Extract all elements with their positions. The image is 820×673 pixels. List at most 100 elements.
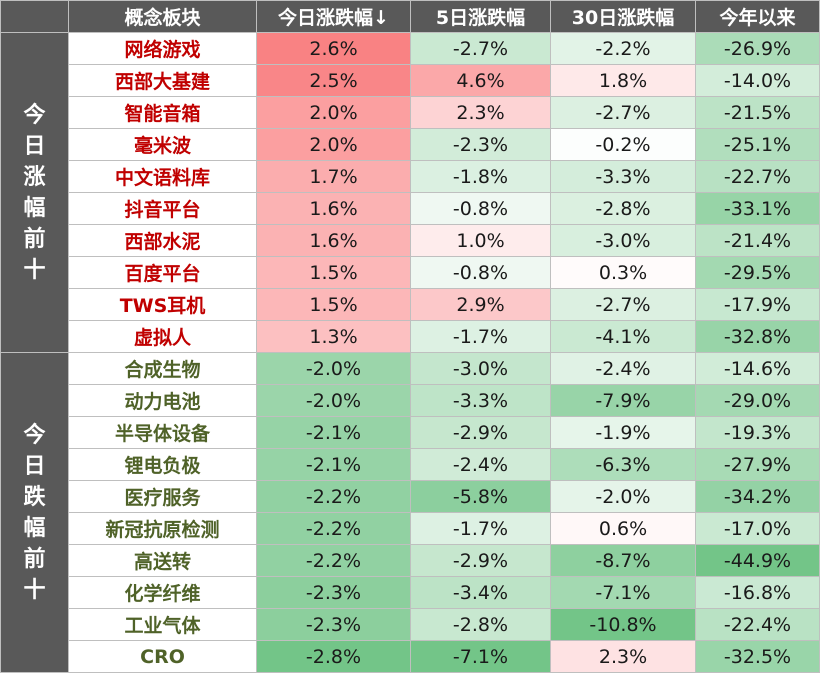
sector-name[interactable]: 高送转 [68, 544, 257, 577]
today-change-cell: 1.6% [256, 192, 411, 225]
table-row: TWS耳机 1.5% 2.9% -2.7% -17.9% [1, 288, 820, 321]
5d-change-cell: -0.8% [410, 256, 551, 289]
today-change-cell: 1.5% [256, 288, 411, 321]
5d-change-cell: -2.3% [410, 128, 551, 161]
5d-change-cell: -2.4% [410, 448, 551, 481]
table-row: 高送转 -2.2% -2.9% -8.7% -44.9% [1, 544, 820, 577]
header-ytd-change[interactable]: 今年以来 [695, 0, 820, 33]
ytd-change-cell: -44.9% [695, 544, 820, 577]
ytd-change-cell: -29.0% [695, 384, 820, 417]
5d-change-cell: 2.3% [410, 96, 551, 129]
table-body: 今日涨幅前十网络游戏 2.6% -2.7% -2.2% -26.9% 西部大基建 2.5% 4… [0, 32, 820, 673]
ytd-change-cell: -26.9% [695, 32, 820, 65]
5d-change-cell: -3.3% [410, 384, 551, 417]
table-row: 毫米波 2.0% -2.3% -0.2% -25.1% [1, 128, 820, 161]
ytd-change-cell: -21.4% [695, 224, 820, 257]
5d-change-cell: -2.8% [410, 608, 551, 641]
30d-change-cell: -8.7% [550, 544, 696, 577]
sector-name[interactable]: 毫米波 [68, 128, 257, 161]
sector-name[interactable]: 动力电池 [68, 384, 257, 417]
today-change-cell: 2.6% [256, 32, 411, 65]
today-change-cell: 1.5% [256, 256, 411, 289]
table-row: 动力电池 -2.0% -3.3% -7.9% -29.0% [1, 384, 820, 417]
5d-change-cell: -3.4% [410, 576, 551, 609]
table-row: 今日跌幅前十合成生物 -2.0% -3.0% -2.4% -14.6% [0, 352, 820, 673]
table-row: 虚拟人 1.3% -1.7% -4.1% -32.8% [1, 320, 820, 353]
ytd-change-cell: -21.5% [695, 96, 820, 129]
5d-change-cell: 2.9% [410, 288, 551, 321]
ytd-change-cell: -17.0% [695, 512, 820, 545]
sector-name[interactable]: 化学纤维 [68, 576, 257, 609]
5d-change-cell: -1.8% [410, 160, 551, 193]
today-change-cell: 1.7% [256, 160, 411, 193]
table-row: 百度平台 1.5% -0.8% 0.3% -29.5% [1, 256, 820, 289]
today-change-cell: 1.3% [256, 320, 411, 353]
30d-change-cell: -4.1% [550, 320, 696, 353]
today-change-cell: 1.6% [256, 224, 411, 257]
5d-change-cell: 1.0% [410, 224, 551, 257]
table-row: 智能音箱 2.0% 2.3% -2.7% -21.5% [1, 96, 820, 129]
header-30d-change[interactable]: 30日涨跌幅 [550, 0, 696, 33]
30d-change-cell: 0.6% [550, 512, 696, 545]
sector-name[interactable]: 西部大基建 [68, 64, 257, 97]
30d-change-cell: -10.8% [550, 608, 696, 641]
sector-name[interactable]: 智能音箱 [68, 96, 257, 129]
5d-change-cell: -2.7% [410, 32, 551, 65]
5d-change-cell: -2.9% [410, 544, 551, 577]
today-change-cell: -2.8% [256, 640, 411, 673]
30d-change-cell: 1.8% [550, 64, 696, 97]
header-row: 概念板块 今日涨跌幅↓ 5日涨跌幅 30日涨跌幅 今年以来 [0, 0, 820, 33]
30d-change-cell: 2.3% [550, 640, 696, 673]
sector-name[interactable]: 抖音平台 [68, 192, 257, 225]
ytd-change-cell: -14.6% [695, 352, 820, 385]
ytd-change-cell: -25.1% [695, 128, 820, 161]
header-sector[interactable]: 概念板块 [68, 0, 257, 33]
sector-name[interactable]: 网络游戏 [68, 32, 257, 65]
30d-change-cell: -7.1% [550, 576, 696, 609]
table-row: 工业气体 -2.3% -2.8% -10.8% -22.4% [1, 608, 820, 641]
today-change-cell: -2.0% [256, 384, 411, 417]
table-row: 新冠抗原检测 -2.2% -1.7% 0.6% -17.0% [1, 512, 820, 545]
today-change-cell: -2.1% [256, 448, 411, 481]
sector-name[interactable]: 西部水泥 [68, 224, 257, 257]
sector-name[interactable]: 新冠抗原检测 [68, 512, 257, 545]
30d-change-cell: -6.3% [550, 448, 696, 481]
header-group [0, 0, 69, 33]
ytd-change-cell: -19.3% [695, 416, 820, 449]
sector-name[interactable]: 合成生物 [68, 352, 257, 385]
5d-change-cell: -3.0% [410, 352, 551, 385]
5d-change-cell: -0.8% [410, 192, 551, 225]
sector-name[interactable]: 锂电负极 [68, 448, 257, 481]
sector-name[interactable]: 工业气体 [68, 608, 257, 641]
ytd-change-cell: -22.7% [695, 160, 820, 193]
sector-name[interactable]: 半导体设备 [68, 416, 257, 449]
header-5d-change[interactable]: 5日涨跌幅 [410, 0, 551, 33]
5d-change-cell: -5.8% [410, 480, 551, 513]
sector-name[interactable]: 百度平台 [68, 256, 257, 289]
ytd-change-cell: -33.1% [695, 192, 820, 225]
30d-change-cell: -3.0% [550, 224, 696, 257]
5d-change-cell: -2.9% [410, 416, 551, 449]
30d-change-cell: -2.0% [550, 480, 696, 513]
ytd-change-cell: -29.5% [695, 256, 820, 289]
sector-name[interactable]: 虚拟人 [68, 320, 257, 353]
30d-change-cell: -2.2% [550, 32, 696, 65]
30d-change-cell: -2.7% [550, 96, 696, 129]
ytd-change-cell: -14.0% [695, 64, 820, 97]
5d-change-cell: -1.7% [410, 320, 551, 353]
today-change-cell: 2.0% [256, 96, 411, 129]
table-row: CRO -2.8% -7.1% 2.3% -32.5% [1, 640, 820, 673]
30d-change-cell: 0.3% [550, 256, 696, 289]
today-change-cell: -2.1% [256, 416, 411, 449]
header-today-change[interactable]: 今日涨跌幅↓ [256, 0, 411, 33]
sector-name[interactable]: 中文语料库 [68, 160, 257, 193]
today-change-cell: -2.2% [256, 480, 411, 513]
today-change-cell: -2.2% [256, 544, 411, 577]
sector-name[interactable]: CRO [68, 640, 257, 673]
ytd-change-cell: -32.5% [695, 640, 820, 673]
table-row: 锂电负极 -2.1% -2.4% -6.3% -27.9% [1, 448, 820, 481]
table-row: 半导体设备 -2.1% -2.9% -1.9% -19.3% [1, 416, 820, 449]
table-row: 西部大基建 2.5% 4.6% 1.8% -14.0% [1, 64, 820, 97]
sector-name[interactable]: TWS耳机 [68, 288, 257, 321]
sector-name[interactable]: 医疗服务 [68, 480, 257, 513]
